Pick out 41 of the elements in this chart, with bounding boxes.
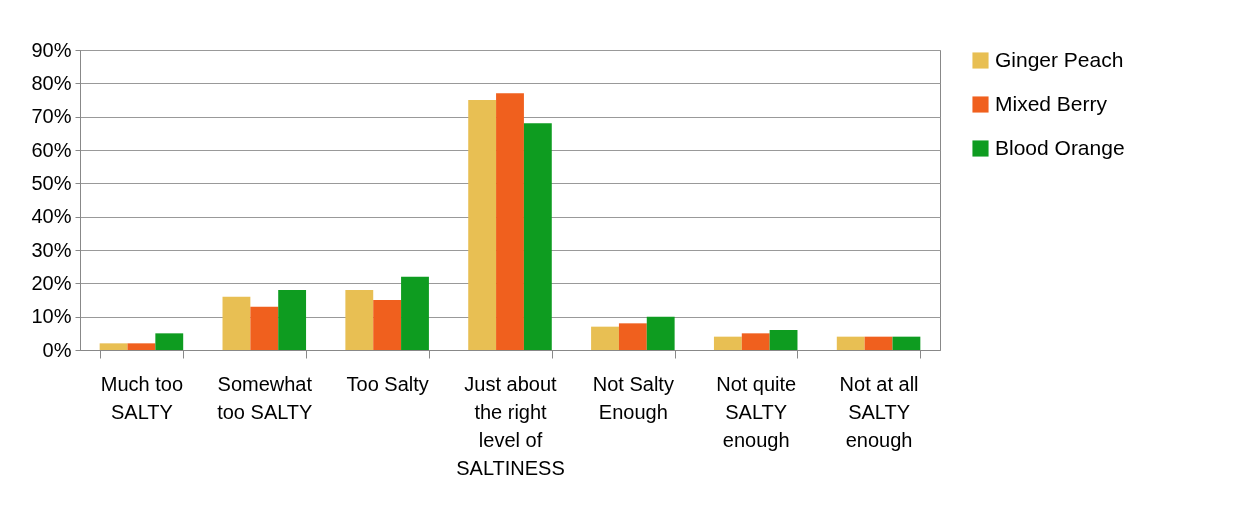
bar — [278, 290, 307, 350]
x-tick-label: Somewhat too SALTY — [217, 372, 313, 423]
bar — [618, 323, 647, 350]
legend-label: Mixed Berry — [995, 91, 1108, 115]
bar — [345, 290, 374, 350]
y-tick-label: 80% — [31, 71, 72, 94]
bar — [155, 333, 184, 350]
bar — [741, 333, 770, 350]
y-tick-label: 30% — [31, 238, 72, 261]
bar — [401, 276, 429, 350]
x-tick-label: Much too SALTY — [100, 372, 184, 423]
bar — [591, 326, 619, 350]
y-tick-label: 20% — [31, 271, 72, 294]
bar — [468, 100, 497, 350]
bar — [769, 330, 798, 350]
bar — [99, 343, 128, 350]
y-tick-label: 60% — [31, 138, 72, 161]
bar — [836, 336, 865, 350]
bar — [250, 306, 279, 350]
x-tick-label: Not Salty Enough — [592, 372, 674, 423]
legend-label: Ginger Peach — [995, 47, 1124, 71]
bar — [373, 300, 402, 350]
bar — [523, 123, 552, 350]
bar — [222, 296, 251, 350]
bar — [713, 336, 742, 350]
y-tick-label: 70% — [31, 105, 72, 128]
bar — [646, 316, 675, 350]
legend-label: Blood Orange — [995, 135, 1125, 159]
bar — [127, 343, 156, 350]
x-tick-label: Just about the right level of SALTINESS — [456, 372, 565, 479]
bar — [864, 336, 893, 350]
x-tick-label: Not quite SALTY enough — [716, 372, 797, 451]
y-tick-label: 90% — [31, 38, 72, 61]
bar — [892, 336, 921, 350]
x-tick-label: Too Salty — [346, 372, 429, 395]
y-tick-label: 40% — [31, 205, 72, 228]
x-tick-label: Not at all SALTY enough — [839, 372, 919, 451]
y-tick-label: 0% — [42, 338, 72, 361]
y-tick-label: 10% — [31, 305, 72, 328]
y-tick-label: 50% — [31, 171, 72, 194]
bar — [496, 93, 524, 350]
